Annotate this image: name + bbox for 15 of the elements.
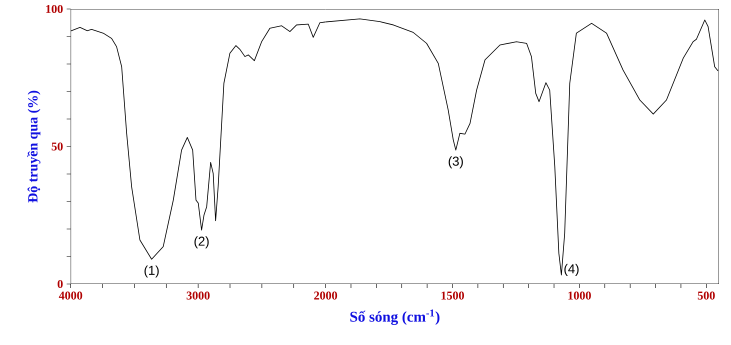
annotation: (4) xyxy=(564,264,579,276)
x-tick-label: 1500 xyxy=(442,292,464,300)
y-axis-title: Độ truyền qua (%) xyxy=(27,90,40,203)
x-tick-label: 1000 xyxy=(568,292,591,300)
x-tick-label: 2000 xyxy=(314,292,338,300)
y-tick-label: 0 xyxy=(58,280,63,288)
x-tick-label: 3000 xyxy=(186,292,210,300)
x-tick-label: 4000 xyxy=(58,292,82,300)
x-axis-title: Số sóng (cm$^{-1}$) xyxy=(350,310,440,325)
x-tick-label: 500 xyxy=(698,292,715,300)
annotation: (2) xyxy=(194,236,209,248)
annotation: (1) xyxy=(144,265,159,278)
y-tick-label: 50 xyxy=(52,142,63,151)
annotation: (3) xyxy=(448,156,463,168)
y-tick-label: 100 xyxy=(46,4,63,14)
